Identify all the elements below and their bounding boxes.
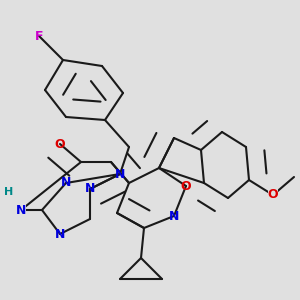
Text: N: N [55, 227, 65, 241]
Text: O: O [181, 179, 191, 193]
Text: N: N [16, 203, 26, 217]
Text: N: N [16, 203, 26, 217]
Text: F: F [35, 29, 43, 43]
Text: O: O [55, 137, 65, 151]
Text: N: N [169, 209, 179, 223]
Text: H: H [4, 185, 14, 199]
Text: N: N [85, 182, 95, 196]
Text: O: O [268, 188, 278, 202]
Text: N: N [61, 176, 71, 190]
Text: O: O [268, 188, 278, 202]
Text: N: N [115, 167, 125, 181]
Text: H: H [4, 187, 14, 197]
